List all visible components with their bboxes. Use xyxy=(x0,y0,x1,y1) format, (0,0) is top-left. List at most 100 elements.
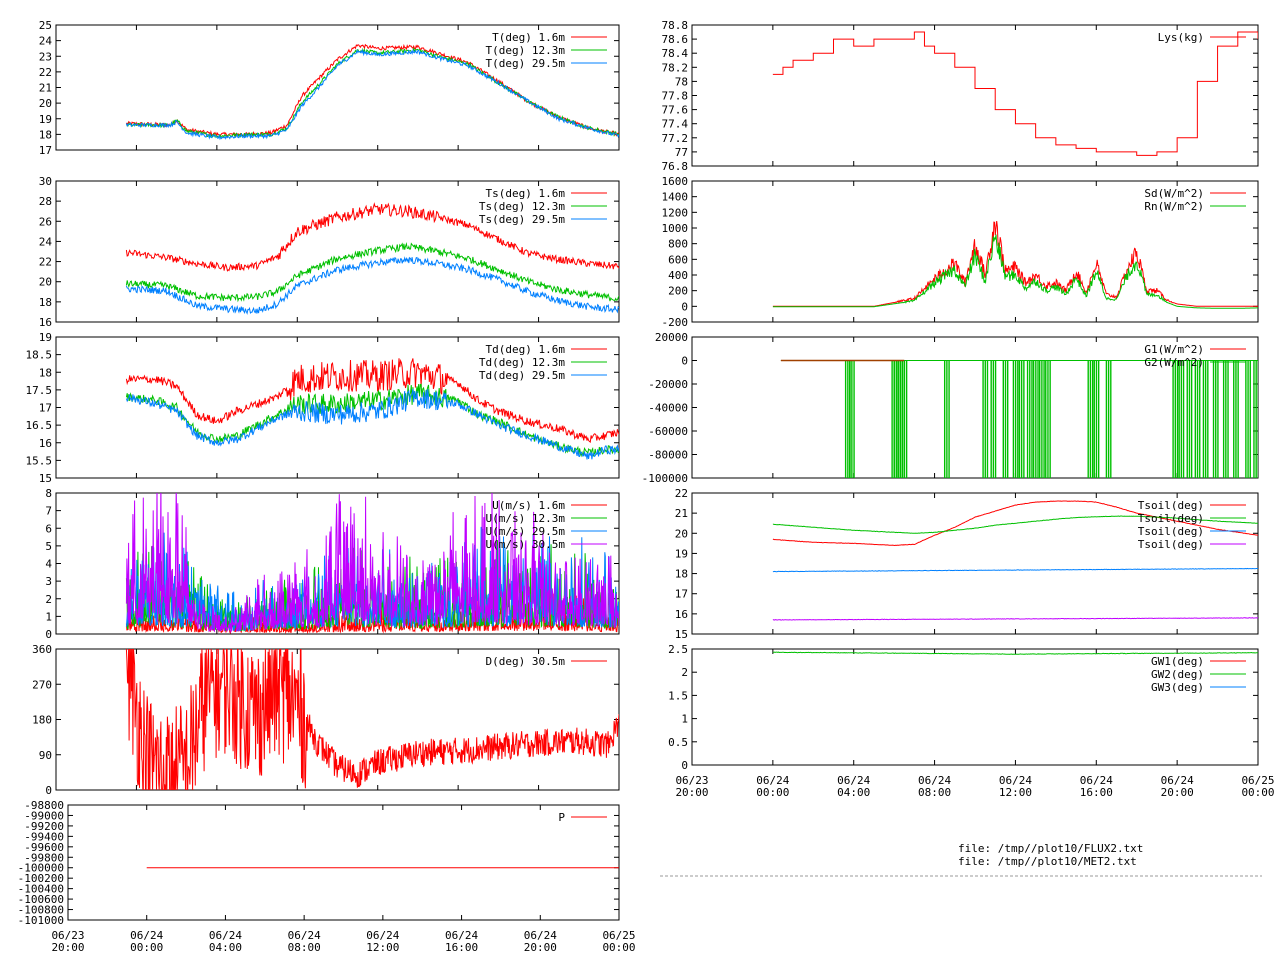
y-tick-label: 16.5 xyxy=(26,419,53,432)
plot-area xyxy=(772,31,1258,156)
y-tick-label: 8 xyxy=(45,487,52,500)
y-tick-label: -100200 xyxy=(18,872,64,885)
x-tick-label-date: 06/23 xyxy=(51,929,84,942)
x-tick-label-date: 06/24 xyxy=(288,929,321,942)
y-tick-label: 20 xyxy=(39,97,52,110)
y-tick-label: 15 xyxy=(39,472,52,485)
plot-area xyxy=(772,651,1258,655)
y-tick-label: 18 xyxy=(39,296,52,309)
y-tick-label: 16 xyxy=(39,316,52,329)
y-tick-label: 18 xyxy=(39,128,52,141)
y-tick-label: 78 xyxy=(675,75,688,88)
legend-label: GW1(deg) xyxy=(1151,655,1204,668)
series-line-1 xyxy=(125,383,619,458)
y-tick-label: 78.2 xyxy=(662,61,689,74)
series-line-0 xyxy=(772,31,1258,156)
plot-area xyxy=(772,500,1258,621)
y-tick-label: 17 xyxy=(39,402,52,415)
x-tick-label-date: 06/24 xyxy=(445,929,478,942)
series-line-1 xyxy=(772,234,1258,309)
legend-label: G2(W/m^2) xyxy=(1144,356,1204,369)
y-tick-label: -100800 xyxy=(18,904,64,917)
y-tick-label: 19 xyxy=(39,331,52,344)
legend-label: P xyxy=(558,811,565,824)
file-info-met: file: /tmp//plot10/MET2.txt xyxy=(958,855,1137,868)
y-tick-label: 77.6 xyxy=(662,104,689,117)
x-tick-label-time: 12:00 xyxy=(366,941,399,954)
y-tick-label: 78.8 xyxy=(662,19,689,32)
chart-ground-flux: -100000 -80000 -60000 -40000 -20000 0 20000 G1(… xyxy=(642,331,1259,485)
legend-label: GW2(deg) xyxy=(1151,668,1204,681)
y-tick-label: 90 xyxy=(39,749,52,762)
y-tick-label: 16 xyxy=(39,437,52,450)
legend-label: Td(deg) 1.6m xyxy=(486,343,566,356)
y-tick-label: 20000 xyxy=(655,331,688,344)
y-tick-label: 1000 xyxy=(662,222,689,235)
x-tick-label-time: 00:00 xyxy=(1241,786,1274,799)
y-tick-label: 19 xyxy=(675,547,688,560)
x-tick-label-date: 06/24 xyxy=(999,774,1032,787)
plot-frame xyxy=(691,24,1259,167)
y-tick-label: 22 xyxy=(39,66,52,79)
y-tick-label: 0 xyxy=(45,784,52,797)
plot-area xyxy=(780,359,1258,478)
y-tick-label: 4 xyxy=(45,558,52,571)
legend-label: Tsoil(deg) xyxy=(1138,525,1204,538)
legend-label: Lys(kg) xyxy=(1158,31,1204,44)
series-line-0 xyxy=(125,358,619,444)
series-line-1 xyxy=(772,515,1258,534)
plot-area xyxy=(125,649,619,790)
plot-area xyxy=(772,221,1258,309)
chart-wind-direction: 0 90 180 270 360 D(deg) 30.5m xyxy=(32,643,620,797)
legend-label: Ts(deg) 1.6m xyxy=(486,187,566,200)
legend-label: Rn(W/m^2) xyxy=(1144,200,1204,213)
y-tick-label: -100600 xyxy=(18,893,64,906)
x-tick-label-date: 06/24 xyxy=(756,774,789,787)
file-info-flux: file: /tmp//plot10/FLUX2.txt xyxy=(958,842,1143,855)
y-tick-label: 1 xyxy=(681,713,688,726)
series-line-2 xyxy=(125,388,619,460)
y-tick-label: -101000 xyxy=(18,914,64,927)
chart-ground-water: 00.511.522.506/2320:0006/2400:0006/2404:… xyxy=(668,643,1274,799)
y-tick-label: -100000 xyxy=(18,862,64,875)
chart-pressure: -101000-100800-100600-100400-100200-1000… xyxy=(18,799,636,954)
y-tick-label: 15 xyxy=(675,628,688,641)
y-tick-label: 2 xyxy=(681,666,688,679)
y-tick-label: 0.5 xyxy=(668,736,688,749)
x-tick-label-date: 06/25 xyxy=(1241,774,1274,787)
series-line-0 xyxy=(125,202,619,272)
y-tick-label: 23 xyxy=(39,50,52,63)
y-tick-label: -100400 xyxy=(18,883,64,896)
x-tick-label-time: 20:00 xyxy=(51,941,84,954)
y-tick-label: 5 xyxy=(45,540,52,553)
y-tick-label: 22 xyxy=(39,256,52,269)
y-tick-label: 0 xyxy=(681,300,688,313)
x-tick-label-date: 06/24 xyxy=(209,929,242,942)
x-tick-label-date: 06/24 xyxy=(837,774,870,787)
x-tick-label-time: 04:00 xyxy=(209,941,242,954)
y-tick-label: 76.8 xyxy=(662,160,689,173)
y-tick-label: -80000 xyxy=(648,449,688,462)
y-tick-label: 18 xyxy=(675,568,688,581)
series-line-1 xyxy=(125,241,619,303)
legend-label: Td(deg) 12.3m xyxy=(479,356,565,369)
y-tick-label: 30 xyxy=(39,175,52,188)
y-tick-label: -100000 xyxy=(642,472,688,485)
plot-frame xyxy=(691,180,1259,323)
y-tick-label: -99600 xyxy=(24,841,64,854)
y-tick-label: -98800 xyxy=(24,799,64,812)
x-tick-label-time: 08:00 xyxy=(918,786,951,799)
y-tick-label: 77.8 xyxy=(662,90,689,103)
series-line-2 xyxy=(772,567,1258,573)
legend-label: T(deg) 12.3m xyxy=(486,44,566,57)
x-tick-label-date: 06/24 xyxy=(918,774,951,787)
y-tick-label: 18 xyxy=(39,366,52,379)
y-tick-label: 1.5 xyxy=(668,689,688,702)
legend-label: Td(deg) 29.5m xyxy=(479,369,565,382)
y-tick-label: 360 xyxy=(32,643,52,656)
y-tick-label: 77.2 xyxy=(662,132,689,145)
y-tick-label: 1 xyxy=(45,610,52,623)
x-tick-label-date: 06/24 xyxy=(1161,774,1194,787)
x-tick-label-time: 00:00 xyxy=(756,786,789,799)
